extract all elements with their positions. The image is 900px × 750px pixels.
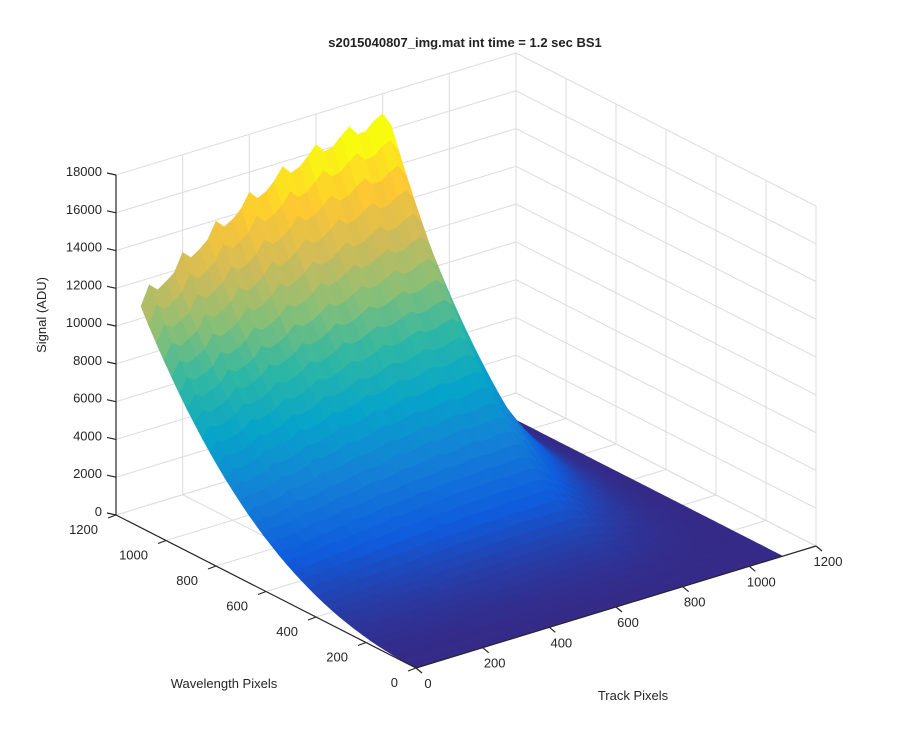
surface-mesh <box>140 113 784 669</box>
x-tick-label: 600 <box>617 615 639 630</box>
grid-line <box>515 203 817 358</box>
x-tick-label: 200 <box>484 656 506 671</box>
grid-line <box>515 165 817 320</box>
z-tick-mark <box>106 210 117 214</box>
y-tick-label: 600 <box>226 599 248 614</box>
x-axis-label: Track Pixels <box>598 688 669 703</box>
y-tick-mark <box>207 565 217 570</box>
grid-line <box>515 241 817 396</box>
x-tick-mark <box>415 667 423 674</box>
y-tick-label: 400 <box>276 624 298 639</box>
x-tick-label: 1200 <box>814 554 843 569</box>
chart-title: s2015040807_img.mat int time = 1.2 sec B… <box>328 35 602 50</box>
tick-labels: 0200400600800100012000200400600800100012… <box>66 164 843 691</box>
x-tick-label: 0 <box>424 676 431 691</box>
z-tick-label: 4000 <box>73 428 102 443</box>
y-tick-mark <box>107 514 117 519</box>
y-tick-mark <box>157 539 167 545</box>
y-tick-mark <box>257 590 267 596</box>
z-tick-label: 12000 <box>66 277 102 292</box>
y-tick-label: 0 <box>391 675 398 690</box>
x-tick-label: 800 <box>684 595 706 610</box>
z-tick-mark <box>106 512 117 516</box>
z-tick-label: 10000 <box>66 315 102 330</box>
x-tick-mark <box>615 606 623 613</box>
z-tick-label: 16000 <box>66 202 102 217</box>
z-tick-mark <box>106 474 117 478</box>
z-tick-mark <box>106 285 117 289</box>
x-tick-label: 400 <box>550 635 572 650</box>
z-tick-label: 8000 <box>73 353 102 368</box>
z-tick-mark <box>106 361 117 365</box>
z-tick-label: 6000 <box>73 391 102 406</box>
grid-line <box>515 392 817 547</box>
y-tick-label: 800 <box>176 573 198 588</box>
x-tick-mark <box>748 565 756 572</box>
y-tick-mark <box>407 667 417 672</box>
axes <box>106 172 823 674</box>
grid-line <box>515 90 817 245</box>
grid-line <box>515 128 817 283</box>
x-tick-mark <box>815 545 823 552</box>
grid-line <box>515 316 817 471</box>
z-tick-label: 0 <box>95 504 102 519</box>
z-tick-mark <box>106 247 117 252</box>
z-tick-label: 18000 <box>66 164 102 179</box>
z-tick-mark <box>106 323 117 327</box>
grid-line <box>515 354 817 509</box>
y-axis-label: Wavelength Pixels <box>171 676 278 691</box>
y-tick-mark <box>357 641 367 647</box>
x-tick-label: 1000 <box>747 574 776 589</box>
z-tick-mark <box>106 399 117 403</box>
grid-line <box>115 52 517 176</box>
grid-line <box>515 52 817 207</box>
z-tick-label: 14000 <box>66 240 102 255</box>
y-tick-label: 200 <box>326 650 348 665</box>
x-tick-mark <box>482 647 490 654</box>
y-tick-mark <box>307 616 317 621</box>
x-tick-mark <box>548 626 556 633</box>
grid-line <box>515 279 817 434</box>
x-tick-mark <box>682 586 690 593</box>
z-axis-label: Signal (ADU) <box>34 277 49 353</box>
z-tick-label: 2000 <box>73 466 102 481</box>
y-tick-label: 1000 <box>119 548 148 563</box>
z-tick-mark <box>106 172 117 176</box>
z-tick-mark <box>106 436 117 441</box>
y-tick-label: 1200 <box>69 522 98 537</box>
